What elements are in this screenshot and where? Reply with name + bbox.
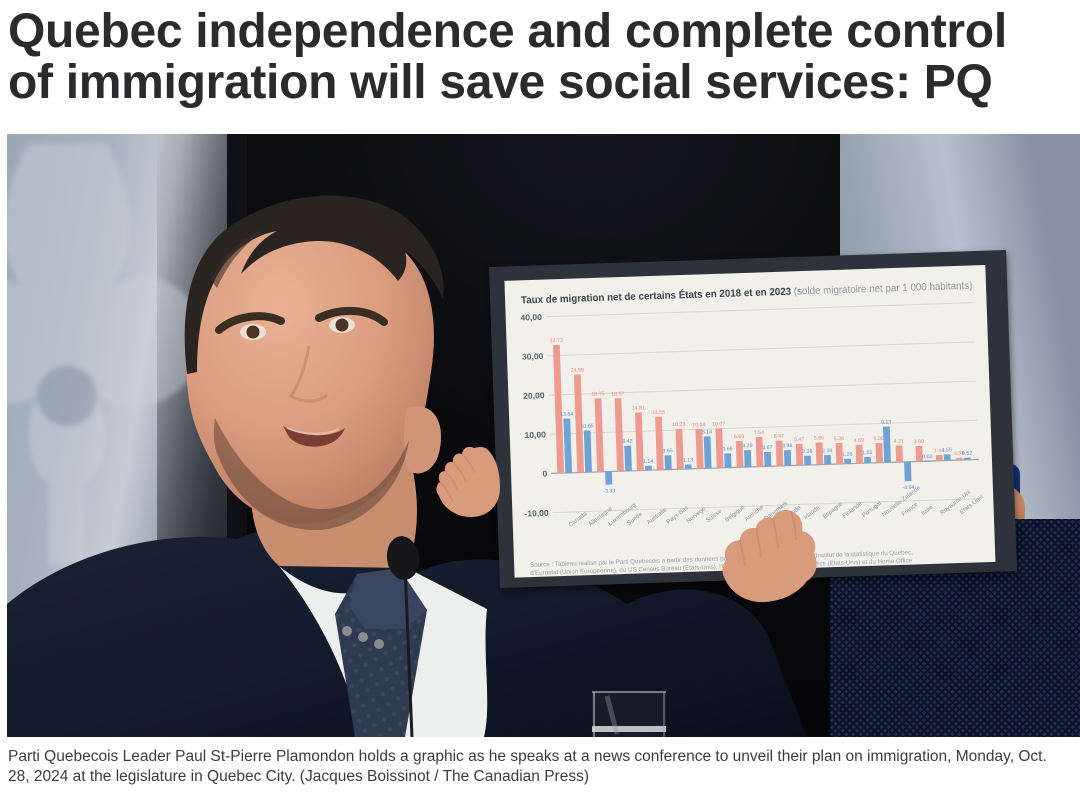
svg-text:24.99: 24.99 (570, 367, 584, 373)
svg-text:10.65: 10.65 (580, 423, 594, 429)
svg-text:10,00: 10,00 (524, 429, 546, 440)
svg-text:3.98: 3.98 (782, 443, 793, 449)
svg-text:2.34: 2.34 (822, 448, 833, 454)
svg-text:3.67: 3.67 (762, 445, 773, 451)
svg-text:18.57: 18.57 (611, 391, 625, 397)
svg-text:1.13: 1.13 (683, 457, 694, 463)
svg-text:5.47: 5.47 (794, 437, 805, 443)
svg-text:4.21: 4.21 (894, 438, 905, 444)
svg-text:6.42: 6.42 (622, 439, 633, 445)
svg-text:7.54: 7.54 (754, 430, 765, 436)
svg-text:30,00: 30,00 (522, 351, 544, 362)
svg-text:20,00: 20,00 (523, 390, 545, 401)
svg-text:13.55: 13.55 (652, 410, 666, 416)
svg-text:5.36: 5.36 (834, 436, 845, 442)
svg-text:-10,00: -10,00 (524, 508, 549, 519)
svg-text:6.47: 6.47 (774, 434, 785, 440)
svg-text:18.75: 18.75 (591, 391, 605, 397)
svg-text:1.55: 1.55 (942, 447, 953, 453)
svg-text:8.14: 8.14 (702, 429, 713, 435)
svg-text:3.65: 3.65 (722, 446, 733, 452)
svg-text:14.81: 14.81 (632, 405, 646, 411)
svg-text:1.26: 1.26 (842, 452, 853, 458)
svg-text:13.84: 13.84 (560, 412, 574, 418)
svg-text:0.00: 0.00 (922, 454, 933, 460)
svg-text:0.52: 0.52 (962, 451, 973, 457)
svg-text:5.65: 5.65 (814, 435, 825, 441)
svg-text:1.14: 1.14 (643, 459, 654, 465)
svg-text:40,00: 40,00 (520, 312, 542, 323)
svg-text:0: 0 (542, 469, 547, 479)
svg-text:6.69: 6.69 (734, 434, 745, 440)
svg-text:3.65: 3.65 (662, 448, 673, 454)
svg-text:32.73: 32.73 (549, 338, 563, 344)
svg-text:10.04: 10.04 (692, 422, 706, 428)
svg-text:1.55: 1.55 (862, 450, 873, 456)
svg-text:9.13: 9.13 (881, 420, 892, 426)
svg-text:4.29: 4.29 (742, 443, 753, 449)
svg-text:10.29: 10.29 (672, 422, 686, 428)
svg-text:10.07: 10.07 (712, 421, 726, 427)
svg-text:2.36: 2.36 (802, 449, 813, 455)
svg-text:3.90: 3.90 (913, 439, 924, 445)
svg-text:4.69: 4.69 (854, 438, 865, 444)
svg-text:5.00: 5.00 (873, 436, 884, 442)
